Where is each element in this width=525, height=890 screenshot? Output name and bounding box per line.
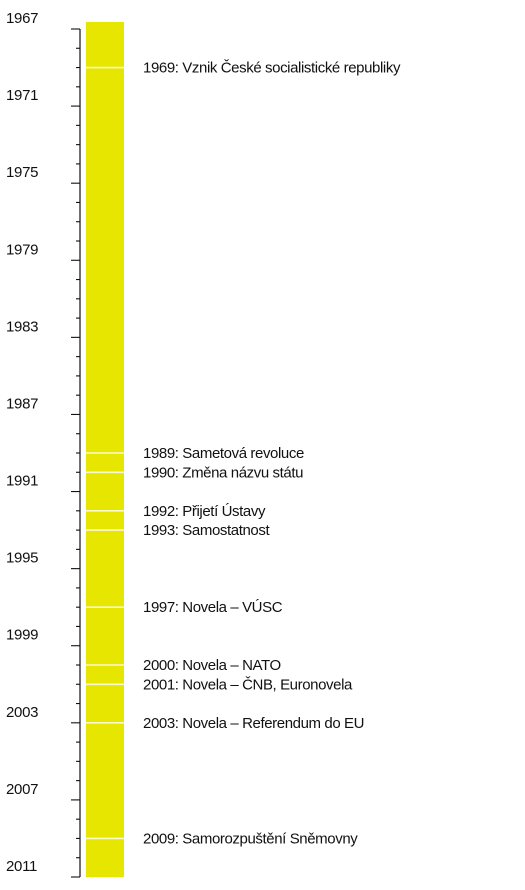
year-label: 1991 (6, 473, 38, 490)
year-label: 1995 (6, 550, 38, 567)
event-label: 1997: Novela – VÚSC (143, 599, 283, 616)
year-label: 2011 (6, 858, 37, 875)
year-label: 2003 (6, 704, 38, 721)
year-label: 1975 (6, 164, 38, 181)
event-label: 1990: Změna názvu státu (143, 464, 303, 481)
year-label: 1999 (6, 627, 38, 644)
year-label: 1971 (6, 87, 38, 104)
event-label: 2009: Samorozpuštění Sněmovny (143, 830, 358, 847)
event-label: 1993: Samostatnost (143, 522, 270, 539)
event-labels: 1969: Vznik České socialistické republik… (143, 60, 401, 848)
timeline-bar (86, 22, 124, 877)
event-label: 2001: Novela – ČNB, Euronovela (143, 676, 353, 693)
year-axis: 1967 1971 1975 1979 1983 1987 1991 1995 1999 2003… (6, 10, 81, 878)
year-label: 1987 (6, 395, 38, 412)
event-label: 1992: Přijetí Ústavy (143, 503, 266, 520)
event-label: 1969: Vznik České socialistické republik… (143, 60, 401, 77)
event-label: 2003: Novela – Referendum do EU (143, 715, 364, 732)
year-label: 1979 (6, 241, 38, 258)
event-label: 1989: Sametová revoluce (143, 445, 304, 462)
event-label: 2000: Novela – NATO (143, 657, 281, 674)
year-label: 1983 (6, 318, 38, 335)
timeline-bar-group (86, 22, 124, 877)
year-label: 1967 (6, 10, 38, 27)
year-label: 2007 (6, 781, 38, 798)
